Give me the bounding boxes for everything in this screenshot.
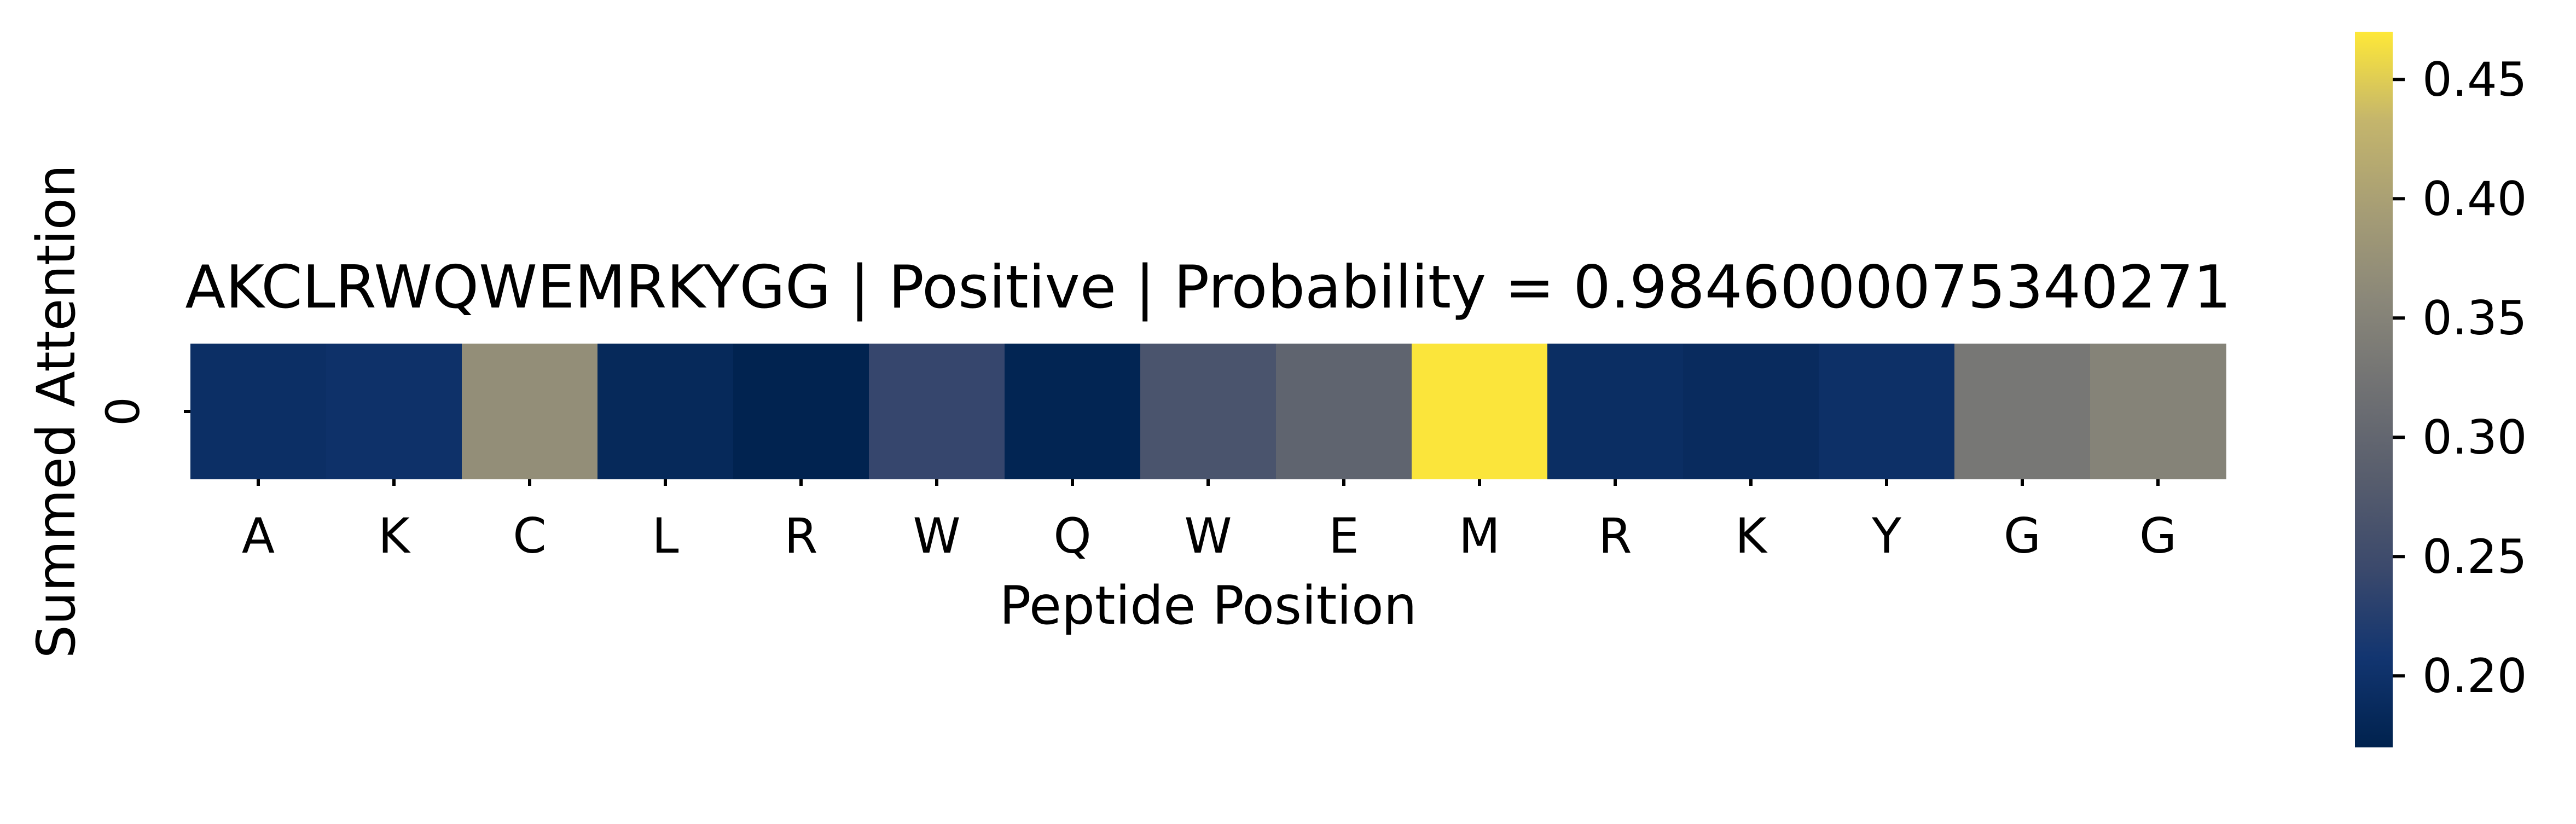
x-tick-label: R <box>784 508 817 564</box>
heatmap-cell <box>1547 344 1684 479</box>
x-tick-label: K <box>378 508 411 564</box>
x-tick-label: W <box>913 508 960 564</box>
x-tick-label: E <box>1328 508 1359 564</box>
x-tick-label: G <box>2139 508 2177 564</box>
x-tick-label: Q <box>1053 508 1091 564</box>
colorbar-tick-label: 0.20 <box>2422 649 2527 704</box>
x-tick-label: C <box>513 508 546 564</box>
heatmap-cell <box>597 344 734 479</box>
colorbar-tick-label: 0.30 <box>2422 410 2527 465</box>
x-tick-label: K <box>1735 508 1768 564</box>
x-tick-label: R <box>1598 508 1632 564</box>
x-tick-label: W <box>1184 508 1232 564</box>
heatmap-cell <box>462 344 598 479</box>
colorbar-tick-label: 0.25 <box>2422 530 2527 584</box>
chart-title: AKCLRWQWEMRKYGG | Positive | Probability… <box>185 253 2231 322</box>
colorbar-tick-label: 0.45 <box>2422 53 2527 107</box>
heatmap-cells <box>190 344 2226 479</box>
heatmap-cell <box>1140 344 1277 479</box>
x-axis-label: Peptide Position <box>999 575 1417 636</box>
colorbar <box>2355 32 2393 747</box>
heatmap-cell <box>1683 344 1819 479</box>
heatmap-cell <box>733 344 869 479</box>
heatmap-cell <box>190 344 327 479</box>
colorbar-ticks: 0.20 0.25 0.30 0.35 0.40 0.45 <box>2393 53 2527 704</box>
x-tick-label: M <box>1459 508 1500 564</box>
heatmap-cell <box>1819 344 1955 479</box>
heatmap-cell <box>1005 344 1141 479</box>
y-tick-label-0: 0 <box>96 397 150 426</box>
heatmap-cell <box>1412 344 1548 479</box>
colorbar-tick-label: 0.40 <box>2422 172 2527 227</box>
x-tick-label: Y <box>1871 508 1901 564</box>
y-axis-label: Summed Attention <box>26 165 87 658</box>
x-tick-label: L <box>652 508 678 564</box>
heatmap-cell <box>326 344 462 479</box>
heatmap-cell <box>1276 344 1412 479</box>
heatmap-cell <box>2090 344 2226 479</box>
heatmap-cell <box>869 344 1005 479</box>
colorbar-tick-label: 0.35 <box>2422 291 2527 346</box>
x-tick-label: G <box>2004 508 2041 564</box>
heatmap-cell <box>1954 344 2091 479</box>
x-tick-label: A <box>242 508 275 564</box>
